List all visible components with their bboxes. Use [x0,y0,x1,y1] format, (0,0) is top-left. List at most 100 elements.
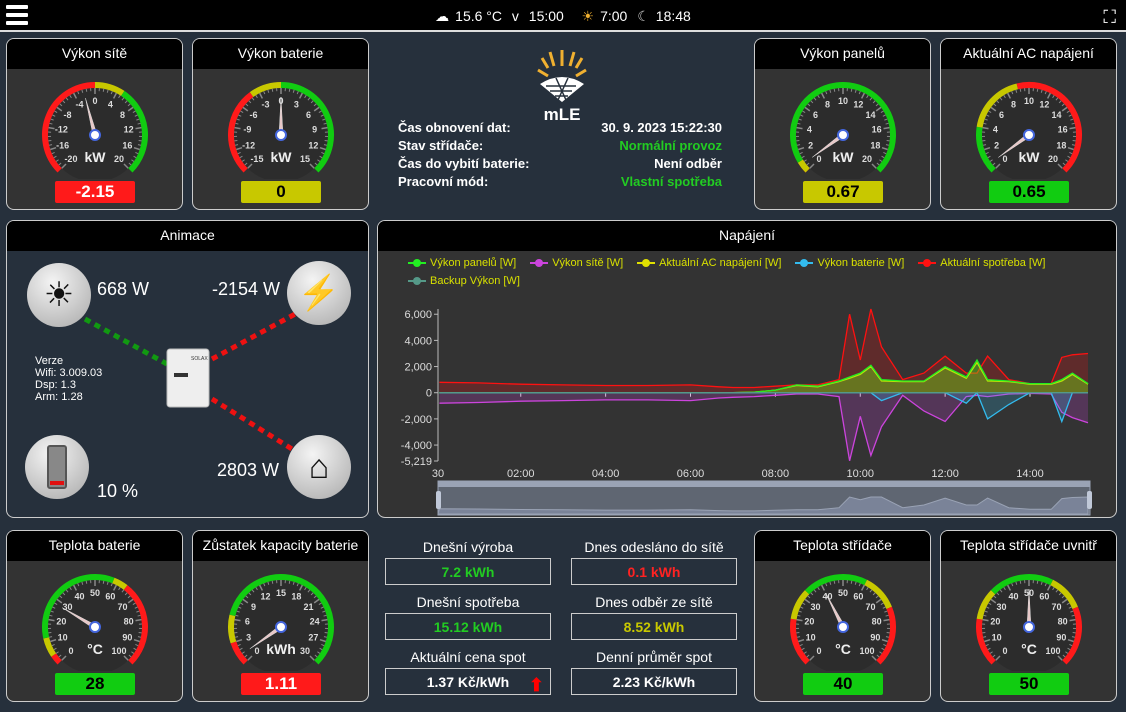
series-line[interactable] [439,308,1089,389]
legend-label: Aktuální AC napájení [W] [659,257,782,269]
gauge-unit: kW [85,149,107,165]
stat-value: 15.12 kWh [433,619,503,635]
gauge-tick-label: 8 [120,110,125,120]
gauge-tick-label: -8 [63,110,71,120]
mle-logo: mLE [537,50,587,124]
gauge-ac-napajeni: Aktuální AC napájení 0.65 0 2 4 6 8 10 12 14 16 18… [940,38,1117,210]
gauge-tick-label: 20 [862,154,872,164]
gauge-tick-label: -3 [262,100,270,110]
y-tick-label: -2,000 [401,414,432,426]
gauge-tick-label: -15 [250,154,263,164]
gauge-unit: kWh [266,641,296,657]
gauge-tick-label: 40 [75,592,85,602]
gauge-tick-label: 3 [294,100,299,110]
fullscreen-icon[interactable]: ⛶ [1103,7,1116,27]
gauge-tick-label: 30 [810,602,820,612]
gauge-tick-label: -20 [64,154,77,164]
info-row: Čas obnovení dat: 30. 9. 2023 15:22:30 [398,120,722,135]
gauge-band [228,92,254,173]
gauge-tick-label: 10 [992,633,1002,643]
gauge-value: 1.11 [241,673,321,695]
navigator-handle-right[interactable] [1087,491,1092,509]
stat-item: Dnešní spotřeba 15.12 kWh [385,591,551,640]
gauge-band [229,574,334,665]
legend-item[interactable]: Aktuální AC napájení [W] [637,257,781,269]
gauge-tick-label: 50 [838,588,848,598]
stat-label: Dnes odesláno do sítě [584,539,724,555]
stat-item: Aktuální cena spot 1.37 Kč/kWh ⬆ [385,646,551,695]
gauge-tick-label: 24 [310,617,320,627]
sunrise-icon: ☀ [581,8,595,24]
daily-stats: Dnešní výroba 7.2 kWh Dnes odesláno do sít… [378,530,746,702]
gauge-tick-label: 100 [112,646,127,656]
gauge-band [42,82,96,173]
series-line[interactable] [439,392,1089,461]
stat-value-box: 0.1 kWh [571,558,737,585]
navigator-handle-left[interactable] [436,491,441,509]
flow-lines: SOLAX [83,310,299,452]
battery-level: 10 % [97,481,139,501]
gauge-tick-label: 80 [124,617,134,627]
gauge-value: 0.67 [803,181,883,203]
gauge-tick-label: 0 [1002,646,1007,656]
gauge-tick-label: 30 [300,646,310,656]
gauge-tick-label: 2 [994,141,999,151]
gauge-tick-label: 60 [105,592,115,602]
gauge-tick-label: 16 [872,125,882,135]
x-tick-label: 08:00 [762,468,790,480]
gauge-band [280,82,334,173]
gauge-band [976,126,996,173]
gauge-tick-label: 12 [124,125,134,135]
stat-item: Denní průměr spot 2.23 Kč/kWh [571,646,737,695]
gauge-value: -2.15 [55,181,135,203]
gauge-tick-label: 6 [813,110,818,120]
info-label: Stav střídače: [398,138,484,153]
gauge-tick-label: 8 [1011,100,1016,110]
x-tick-label: 12:00 [931,468,959,480]
gauge-unit: °C [1021,641,1037,657]
chart-legend: Výkon panelů [W] Výkon sítě [W] Aktuální A… [408,257,1108,293]
gauge-tick-label: 14 [865,110,875,120]
version-dsp: Dsp: 1.3 [35,379,76,391]
gauge-tick-label: 70 [865,602,875,612]
gauge-tick-label: 20 [56,617,66,627]
legend-item[interactable]: Výkon sítě [W] [530,257,623,269]
gauge-tick-label: 12 [261,592,271,602]
gauge-tick-label: 100 [1046,646,1061,656]
legend-item[interactable]: Výkon panelů [W] [408,257,516,269]
gauge-tick-label: 10 [1024,96,1034,106]
gauge-dial: -15-12-9-6-303691215kW [228,82,334,179]
gauge-tick-label: -6 [249,110,257,120]
hamburger-icon[interactable] [6,5,28,25]
gauge-tick-label: 60 [853,592,863,602]
gauge-title: Výkon baterie [193,39,368,69]
animation-panel: Animace SOLAX ☀ 668 W ⚡ -2154 W Verze Wi… [6,220,369,518]
gauge-tick-label: 90 [870,633,880,643]
gauge-tick-label: 80 [1058,617,1068,627]
gauge-tick-label: 50 [90,588,100,598]
gauge-tick-label: -12 [55,125,68,135]
power-chart-panel: Napájení Výkon panelů [W] Výkon sítě [W] A… [377,220,1117,518]
gauge-unit: kW [1019,149,1041,165]
solar-power: 668 W [97,279,150,299]
legend-item[interactable]: Výkon baterie [W] [795,257,904,269]
gauge-tick-label: 60 [1039,592,1049,602]
stat-value: 7.2 kWh [441,564,495,580]
gauge-zustatek-kapacity: Zůstatek kapacity baterie 1.11 0 3 6 9 12 15 18… [192,530,369,702]
x-tick-label: 30 [432,468,444,480]
gauge-tick-label: 10 [838,96,848,106]
legend-item[interactable]: Aktuální spotřeba [W] [918,257,1045,269]
version-title: Verze [35,355,64,367]
gauge-band [976,83,1019,128]
gauge-title: Teplota baterie [7,531,182,561]
stat-value-box: 15.12 kWh [385,613,551,640]
info-value: Vlastní spotřeba [620,174,722,189]
legend-item[interactable]: Backup Výkon [W] [408,275,520,287]
gauge-value: 50 [989,673,1069,695]
gauge-tick-label: 90 [1056,633,1066,643]
gauge-tick-label: 8 [825,100,830,110]
chart-navigator[interactable] [436,480,1092,516]
